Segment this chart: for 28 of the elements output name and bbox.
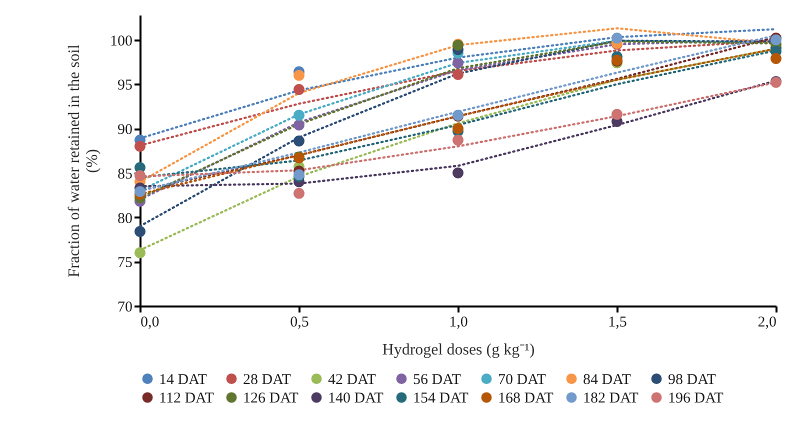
legend-label: 56 DAT [413,372,461,388]
x-tick-label: 1,0 [449,314,468,330]
y-tick-label: 100 [110,33,132,50]
y-tick-label: 90 [118,122,132,138]
legend-label: 70 DAT [498,372,546,388]
x-tick-label: 2,0 [758,314,776,330]
legend-label: 42 DAT [328,372,376,388]
x-axis-title: Hydrogel doses (g kg⁻¹) [382,342,535,358]
legend-label: 182 DAT [583,390,638,406]
legend-label: 84 DAT [583,372,631,388]
legend-label: 140 DAT [328,390,384,406]
legend-label: 126 DAT [243,390,298,406]
legend-label: 98 DAT [668,372,716,388]
legend-label: 112 DAT [159,390,214,406]
legend-label: 14 DAT [159,372,207,388]
y-tick-label: 85 [118,166,132,182]
y-tick-label: 75 [118,255,132,272]
legend-label: 28 DAT [243,372,291,388]
y-axis-title: Fraction of water retained in the soil (%) [66,44,101,278]
y-tick-label: 80 [118,210,132,227]
legend-label: 154 DAT [413,390,468,406]
y-tick-label: 95 [118,78,132,94]
x-tick-label: 1,5 [608,314,627,330]
legend-label: 196 DAT [668,390,724,406]
x-tick-label: 0,5 [290,314,309,330]
y-tick-label: 70 [118,300,132,316]
legend-label: 168 DAT [498,390,554,406]
x-tick-label: 0,0 [140,314,160,330]
